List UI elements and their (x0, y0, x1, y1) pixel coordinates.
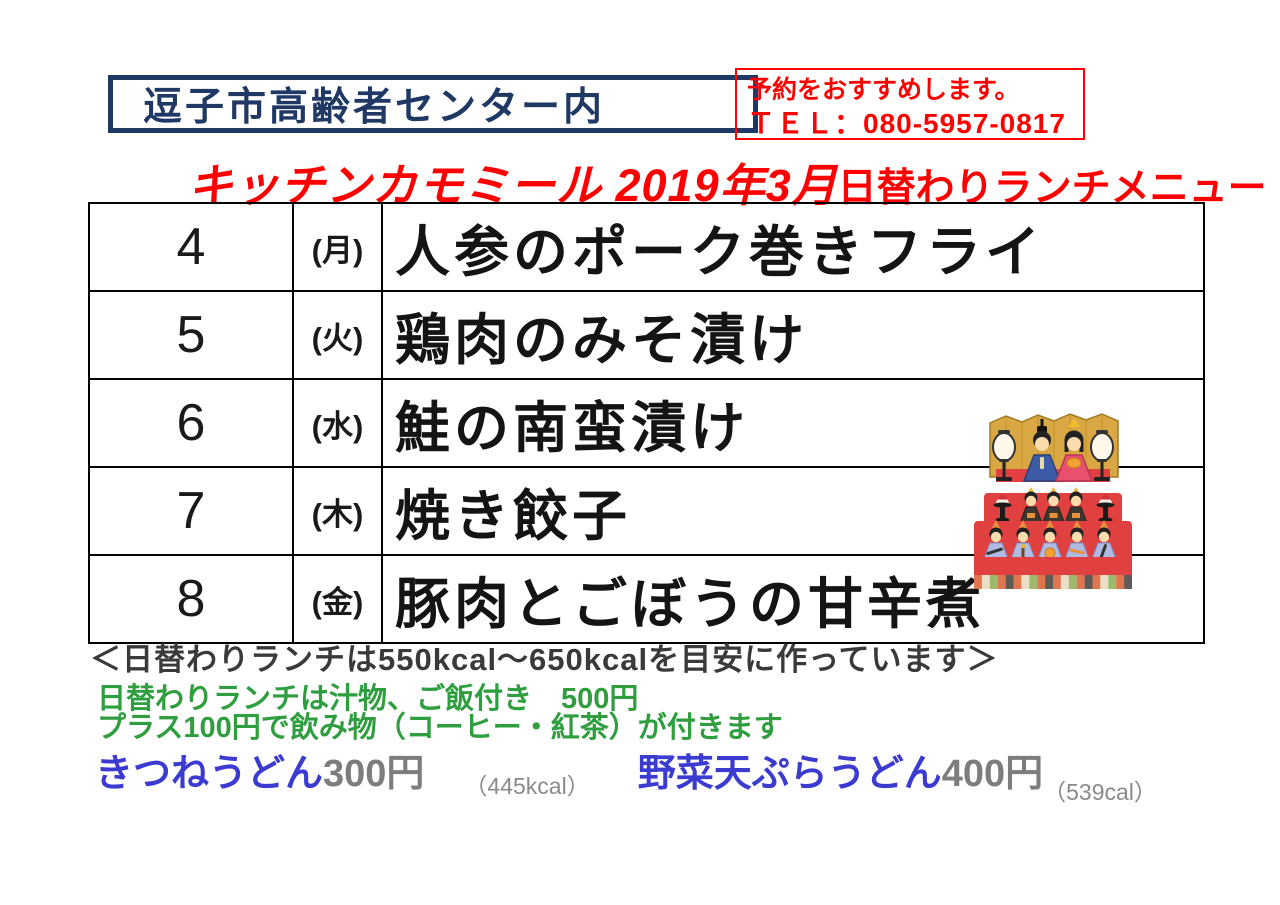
date-cell: 6 (88, 378, 294, 468)
location-label: 逗子市高齢者センター内 (143, 86, 606, 129)
location-box: 逗子市高齢者センター内 (108, 75, 758, 133)
date-cell: 5 (88, 290, 294, 380)
udon-item-name: 野菜天ぷらうどん (637, 753, 942, 795)
calorie-guideline-note: ＜日替わりランチは550kcal～650kcalを目安に作っています＞ (90, 642, 999, 677)
day-cell: (火) (292, 290, 383, 380)
udon-menu-line: きつねうどん 300円 （445kcal） 野菜天ぷらうどん 400円 （539… (95, 742, 1157, 805)
daily-lunch-table: 4 (月) 人参のポーク巻きフライ 5 (火) 鶏肉のみそ漬け 6 (水) 鮭の… (88, 202, 1205, 644)
lunch-includes-note: 日替わりランチは汁物、ご飯付き 500円 (97, 683, 639, 715)
day-cell: (水) (292, 378, 383, 468)
udon-item-price: 400円 (941, 753, 1044, 795)
udon-item-name: きつねうどん (95, 753, 324, 795)
udon-item-price: 300円 (323, 753, 425, 795)
udon-item-calories: （539cal） (1043, 779, 1157, 805)
dish-cell: 鶏肉のみそ漬け (381, 290, 1205, 380)
phone-number: ＴＥＬ：080-5957-0817 (747, 108, 1066, 140)
table-row: 4 (月) 人参のポーク巻きフライ (88, 202, 1205, 292)
udon-item-calories: （445kcal） (464, 773, 590, 799)
hinamatsuri-dolls-illustration (974, 413, 1132, 589)
date-cell: 8 (88, 554, 294, 644)
date-cell: 4 (88, 202, 294, 292)
day-cell: (金) (292, 554, 383, 644)
date-cell: 7 (88, 466, 294, 556)
reservation-box: 予約をおすすめします。 ＴＥＬ：080-5957-0817 (735, 68, 1085, 140)
drink-offer-note: プラス100円で飲み物（コーヒー・紅茶）が付きます (97, 712, 783, 744)
dish-cell: 人参のポーク巻きフライ (381, 202, 1205, 292)
day-cell: (月) (292, 202, 383, 292)
reservation-note: 予約をおすすめします。 (747, 76, 1020, 104)
day-cell: (木) (292, 466, 383, 556)
table-row: 5 (火) 鶏肉のみそ漬け (88, 290, 1205, 380)
